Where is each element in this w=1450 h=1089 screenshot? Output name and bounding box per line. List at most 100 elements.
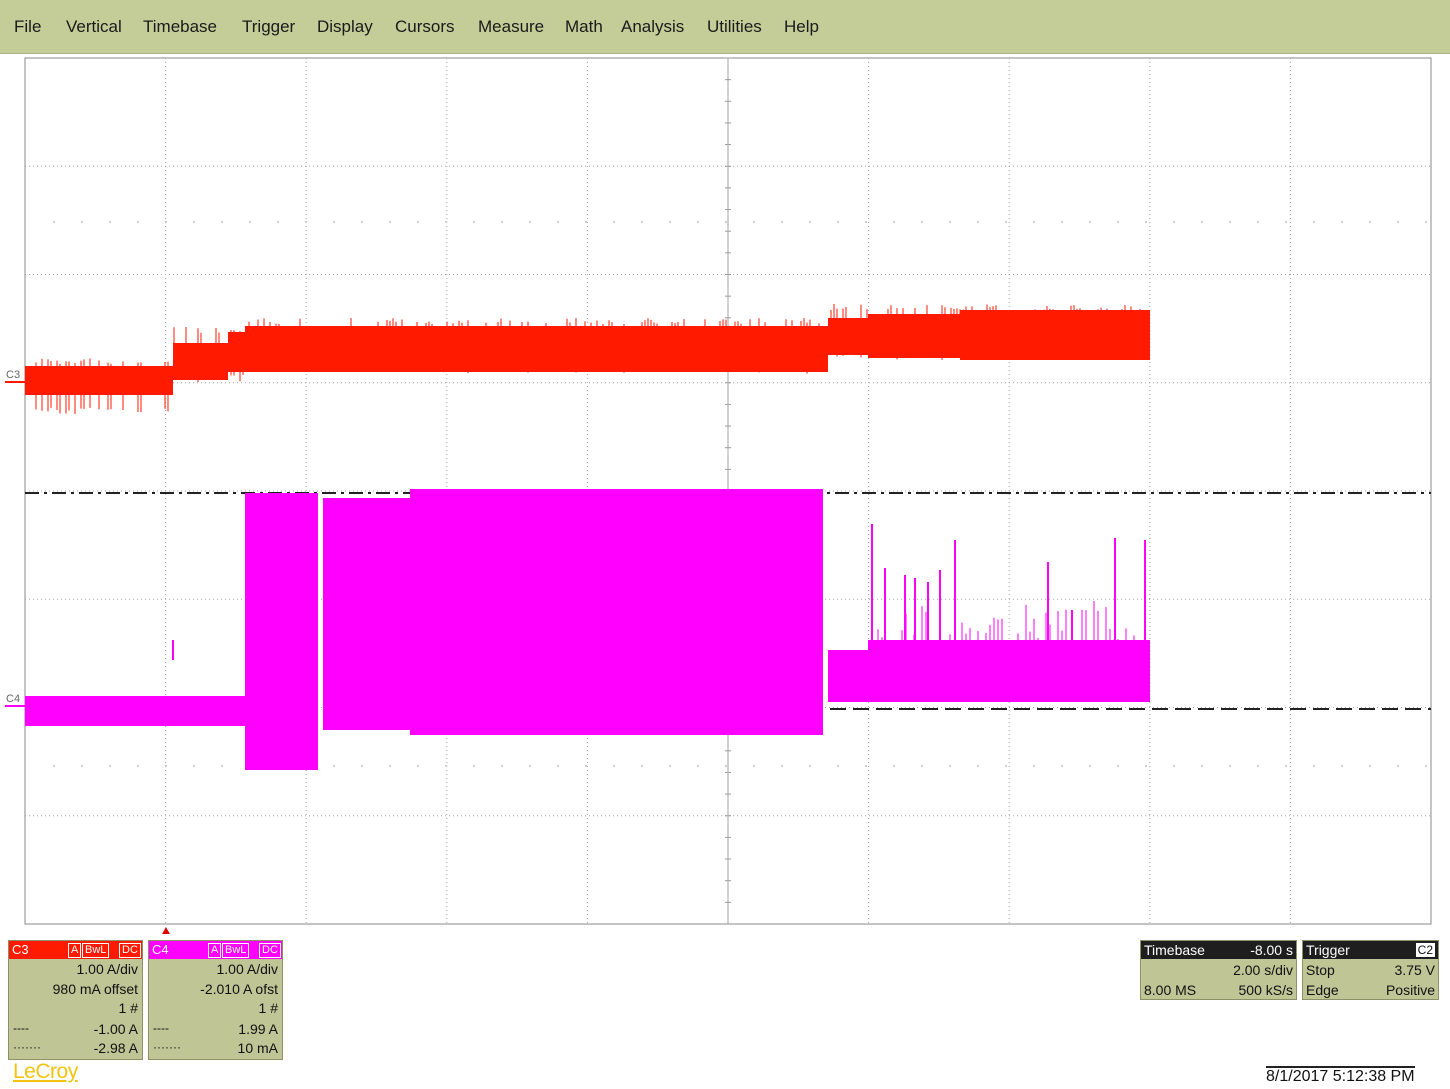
grid-dot	[1257, 221, 1259, 223]
grid-dot	[1341, 765, 1343, 767]
grid-dot	[1397, 221, 1399, 223]
menu-display[interactable]: Display	[317, 17, 373, 36]
grid-dot	[1117, 765, 1119, 767]
grid-dot	[1229, 221, 1231, 223]
cursor1-style: ----	[153, 1021, 169, 1035]
grid-dot	[1173, 765, 1175, 767]
grid-dot	[1313, 765, 1315, 767]
grid-dot	[1033, 221, 1035, 223]
grid-dot	[361, 221, 363, 223]
channel-flag-bwl: BwL	[82, 943, 110, 958]
grid-dot	[697, 765, 699, 767]
grid-dot	[697, 221, 699, 223]
grid-dot	[165, 221, 167, 223]
channel-flag-a: A	[68, 943, 82, 958]
grid-dot	[557, 765, 559, 767]
grid-dot	[949, 221, 951, 223]
grid-dot	[1201, 765, 1203, 767]
grid-dot	[137, 765, 139, 767]
cursor1-style: ----	[13, 1021, 29, 1035]
trigger-position-marker	[162, 927, 170, 934]
oscilloscope-display[interactable]: C3 C4	[0, 54, 1450, 934]
channel-scale: 1.00 A/div	[76, 961, 139, 977]
grid-dot	[977, 221, 979, 223]
channel-scale: 1.00 A/div	[216, 961, 279, 977]
grid-dot	[921, 221, 923, 223]
c3-trace-segment	[960, 310, 1150, 360]
menu-trigger[interactable]: Trigger	[242, 17, 296, 36]
trigger-type: Edge	[1306, 982, 1339, 998]
channel-sweeps: 1 #	[118, 1000, 138, 1016]
grid-dot	[53, 765, 55, 767]
grid-dot	[501, 221, 503, 223]
grid-dot	[277, 221, 279, 223]
trigger-header: Trigger C2	[1303, 941, 1438, 959]
menu-measure[interactable]: Measure	[478, 17, 545, 36]
grid-dot	[613, 765, 615, 767]
c4-trace-segment	[410, 489, 823, 735]
menu-help[interactable]: Help	[784, 17, 819, 36]
timebase-panel[interactable]: Timebase -8.00 s 2.00 s/div 8.00 MS 500 kS/s	[1140, 940, 1297, 1000]
trigger-mode: Stop	[1306, 962, 1335, 978]
grid-dot	[809, 221, 811, 223]
menu-cursors[interactable]: Cursors	[395, 17, 455, 36]
c4-marker-label: C4	[6, 693, 20, 705]
grid-dot	[753, 221, 755, 223]
menu-utilities[interactable]: Utilities	[707, 17, 762, 36]
grid-dot	[1145, 221, 1147, 223]
grid-dot	[949, 765, 951, 767]
menu-timebase[interactable]: Timebase	[143, 17, 218, 36]
trigger-panel[interactable]: Trigger C2 Stop 3.75 V Edge Positive	[1302, 940, 1439, 1000]
grid-dot	[221, 765, 223, 767]
channel-cursor2: 10 mA	[237, 1040, 278, 1056]
channel-header: C4 A BwL DC	[149, 941, 282, 959]
grid-dot	[1145, 765, 1147, 767]
grid-dot	[1397, 765, 1399, 767]
timebase-header: Timebase -8.00 s	[1141, 941, 1296, 959]
trigger-slope: Positive	[1385, 982, 1435, 998]
channel-id: C3	[12, 942, 29, 957]
channel-cursor1: -1.00 A	[93, 1021, 138, 1037]
grid-dot	[1089, 221, 1091, 223]
grid-dot	[1257, 765, 1259, 767]
grid-dot	[333, 765, 335, 767]
grid-dot	[333, 221, 335, 223]
grid-dot	[1117, 221, 1119, 223]
grid-dot	[669, 221, 671, 223]
c4-trace-segment	[323, 498, 410, 730]
grid-dot	[613, 221, 615, 223]
grid-dot	[669, 765, 671, 767]
menu-analysis[interactable]: Analysis	[621, 17, 685, 36]
grid-dot	[81, 765, 83, 767]
grid-dot	[473, 765, 475, 767]
grid-dot	[417, 221, 419, 223]
grid-dot	[1341, 221, 1343, 223]
grid-dot	[1285, 221, 1287, 223]
grid-dot	[753, 765, 755, 767]
timebase-scale: 2.00 s/div	[1233, 962, 1293, 978]
channel-flag-dc: DC	[259, 943, 281, 958]
c4-trace-segment	[25, 696, 245, 726]
grid-dot	[557, 221, 559, 223]
menu-vertical[interactable]: Vertical	[66, 17, 122, 36]
grid-dot	[501, 765, 503, 767]
grid-dot	[1033, 765, 1035, 767]
grid-dot	[305, 221, 307, 223]
menu-math[interactable]: Math	[565, 17, 603, 36]
grid-dot	[1201, 221, 1203, 223]
cursor2-style: ·······	[153, 1040, 181, 1054]
grid-dot	[1061, 765, 1063, 767]
timebase-rate: 500 kS/s	[1238, 982, 1293, 998]
grid-dot	[389, 765, 391, 767]
grid-dot	[1229, 765, 1231, 767]
channel-panel-c4[interactable]: C4 A BwL DC 1.00 A/div -2.010 A ofst 1 # 1.99 A…	[148, 940, 283, 1060]
grid-dot	[1005, 221, 1007, 223]
grid-dot	[389, 221, 391, 223]
channel-panel-c3[interactable]: C3 A BwL DC 1.00 A/div 980 mA offset 1 # -1.00 …	[8, 940, 143, 1060]
grid-dot	[977, 765, 979, 767]
grid-dot	[1313, 221, 1315, 223]
menu-file[interactable]: File	[14, 17, 42, 36]
grid-dot	[893, 221, 895, 223]
grid-dot	[529, 765, 531, 767]
grid-dot	[109, 765, 111, 767]
